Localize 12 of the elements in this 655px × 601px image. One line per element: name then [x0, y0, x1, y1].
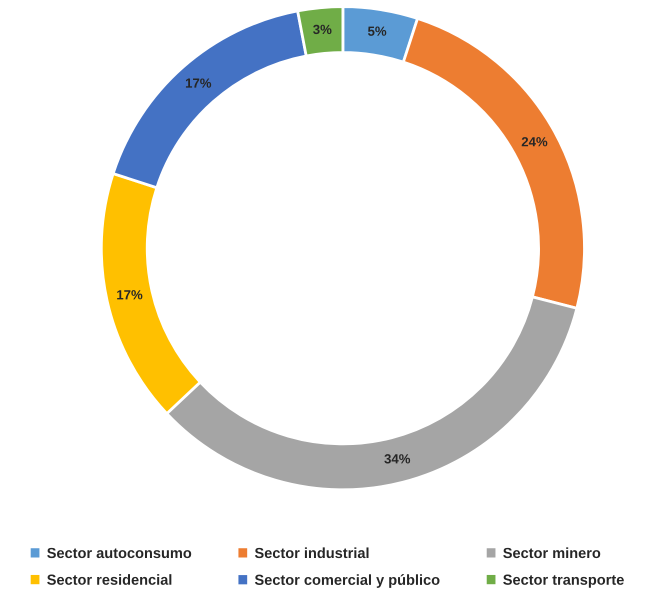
- legend-label: Sector transporte: [503, 574, 624, 588]
- data-label: 5%: [368, 26, 386, 36]
- data-label: 17%: [117, 290, 142, 300]
- legend-label: Sector comercial y público: [254, 574, 440, 588]
- legend-label: Sector autoconsumo: [47, 548, 192, 558]
- data-label: 17%: [186, 78, 212, 88]
- data-label: 24%: [522, 137, 548, 146]
- data-label: 34%: [384, 454, 410, 464]
- legend-label: Sector minero: [503, 547, 600, 558]
- data-label: 3%: [313, 24, 332, 34]
- legend-label: Sector industrial: [254, 547, 369, 558]
- legend-label: Sector residencial: [47, 574, 172, 585]
